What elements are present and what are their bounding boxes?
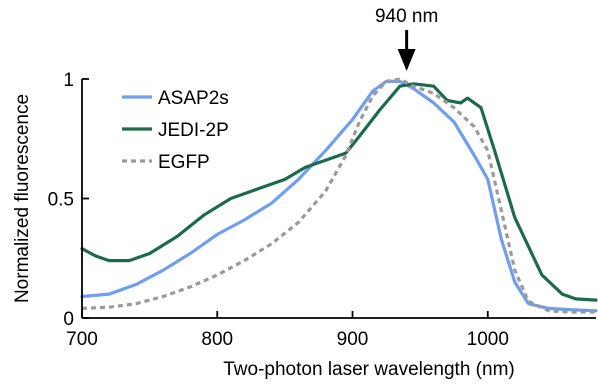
series-line-jedi-2p bbox=[80, 82, 598, 302]
x-tick-label: 800 bbox=[201, 329, 233, 350]
y-axis-title: Normalized fluorescence bbox=[12, 94, 33, 303]
ticks-group: 700 800 900 1000 0 0.5 1 bbox=[48, 70, 509, 350]
legend-label-egfp: EGFP bbox=[158, 152, 210, 173]
series-line-asap2s bbox=[80, 79, 598, 313]
annotation-label: 940 nm bbox=[375, 6, 438, 27]
legend-label-asap2s: ASAP2s bbox=[158, 88, 229, 109]
annotation-arrow-head bbox=[397, 49, 416, 71]
x-tick-label: 1000 bbox=[467, 329, 509, 350]
x-axis-title: Two-photon laser wavelength (nm) bbox=[223, 359, 514, 380]
annotation-group: 940 nm bbox=[375, 6, 438, 71]
x-tick-label: 900 bbox=[337, 329, 369, 350]
plot-series-group bbox=[80, 77, 598, 314]
series-line-egfp bbox=[81, 77, 596, 314]
x-tick-label: 700 bbox=[66, 329, 98, 350]
legend: ASAP2s JEDI-2P EGFP bbox=[122, 88, 229, 173]
legend-label-jedi-2p: JEDI-2P bbox=[158, 120, 229, 141]
y-tick-label: 0 bbox=[63, 309, 74, 330]
y-tick-label: 1 bbox=[63, 70, 74, 91]
y-tick-label: 0.5 bbox=[48, 190, 74, 211]
axes-group bbox=[81, 79, 596, 319]
